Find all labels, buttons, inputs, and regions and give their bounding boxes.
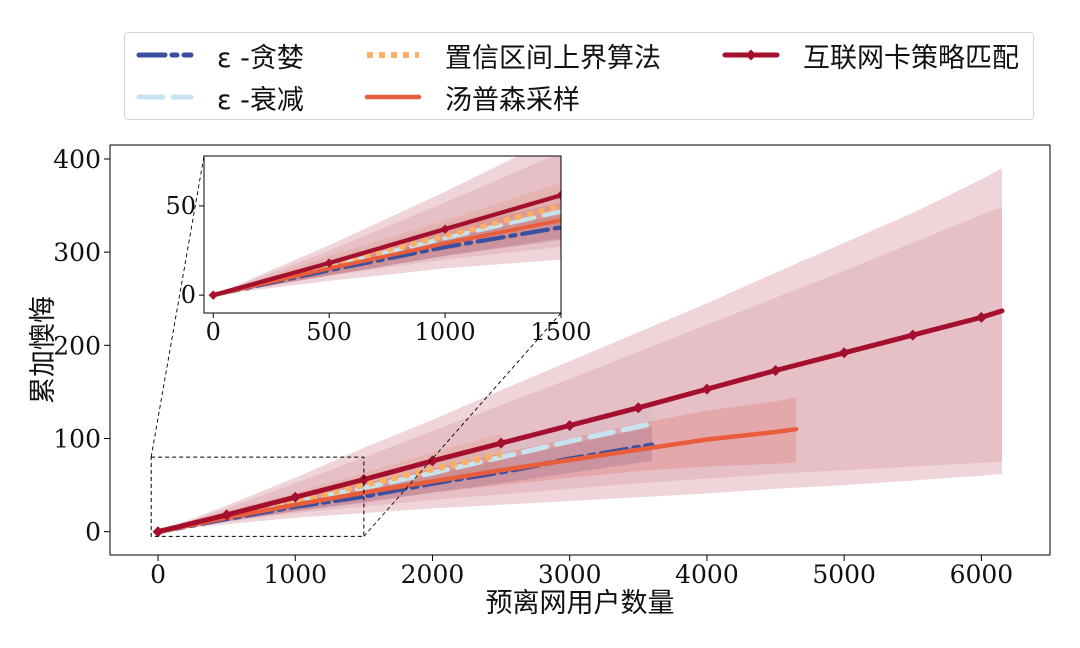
x-tick-label: 2000 [401,560,465,589]
marker-series-5 [495,437,507,449]
y-axis-title: 累加懊悔 [28,296,59,404]
inset-marker-series-5 [788,121,797,130]
legend-swatch-2 [136,94,194,100]
inset-x-tick-label: 500 [306,318,352,346]
main-plot-area [152,168,1005,538]
legend-item-2: ε -衰减 [135,82,304,116]
inset-background [204,156,561,313]
legend-label-4: 汤普森采样 [445,84,580,116]
y-tick-label: 0 [85,518,101,547]
legend-swatch-5 [722,49,780,61]
legend-item-5: 互联网卡策略匹配 [721,40,1019,74]
line-series-3 [157,451,502,535]
main-axes-frame [109,144,1051,556]
x-tick-label: 1000 [263,560,327,589]
legend-label-2: ε -衰减 [217,84,304,116]
inset-axes: 0 500 1000 1500 0 50 [165,155,592,346]
marker-series-5 [632,402,644,414]
inset-x-tick-label: 0 [206,318,221,346]
marker-series-5 [770,365,782,376]
zoom-indicator [150,155,562,537]
inset-band-series-5 [213,156,561,296]
legend-swatch-1 [136,52,194,58]
marker-series-5 [975,311,987,323]
inset-line-series-5 [211,193,561,298]
inset-x-tick-label: 1500 [530,318,591,346]
y-tick-label: 400 [53,145,101,174]
inset-inner-band-series-5 [213,156,561,296]
band-series-5 [158,168,1002,532]
legend-swatch-4 [364,94,422,100]
marker-series-5 [152,526,164,538]
line-series-4 [155,426,799,534]
marker-series-5 [426,455,438,467]
line-series-5 [155,308,1005,535]
y-tick-label: 300 [53,238,101,267]
x-tick-label: 4000 [675,560,739,589]
x-axis-title: 预离网用户数量 [486,588,675,619]
inset-line-series-1 [211,225,561,298]
zoom-region-box [150,456,365,537]
y-tick-label: 200 [53,331,101,360]
inset-marker-series-5 [440,224,450,234]
legend-item-1: ε -贪婪 [135,40,304,74]
inset-x-tick-label: 1000 [415,318,476,346]
inset-marker-series-5 [324,258,334,268]
x-tick-label: 5000 [812,560,876,589]
legend-swatch-3 [367,52,419,58]
zoom-connector-line [363,312,562,537]
legend: ε -贪婪 ε -衰减 置信区间上界算法 汤普森采样 互联网卡策略匹配 [124,32,1034,120]
inset-line-series-2 [211,209,561,298]
marker-series-5 [221,509,233,521]
marker-series-5 [564,419,576,431]
marker-series-5 [358,474,370,486]
legend-label-5: 互联网卡策略匹配 [803,42,1019,74]
legend-item-3: 置信区间上界算法 [363,40,661,74]
x-tick-label: 6000 [950,560,1014,589]
x-tick-label: 3000 [538,560,602,589]
x-tick-label: 0 [150,560,166,589]
inset-plot-area [204,121,797,313]
inset-line-series-4 [211,218,561,298]
inset-band-series-3 [213,182,561,296]
inset-y-tick-label: 0 [181,281,196,309]
legend-marker-5 [745,49,757,61]
inset-marker-series-5 [556,190,561,200]
inset-marker-series-5 [672,155,681,164]
band-series-3 [158,433,502,532]
marker-series-5 [701,383,713,395]
inner-band-series-5 [158,207,1002,532]
legend-label-1: ε -贪婪 [217,42,304,74]
inset-marker-series-5 [208,290,218,300]
legend-item-4: 汤普森采样 [363,82,580,116]
marker-series-5 [289,491,301,503]
inset-frame [203,155,562,314]
legend-label-3: 置信区间上界算法 [445,42,661,74]
marker-series-5 [907,329,919,341]
marker-series-5 [838,347,850,359]
inset-y-tick-label: 50 [165,192,196,220]
zoom-connector-line [150,155,205,458]
y-tick-label: 100 [53,425,101,454]
